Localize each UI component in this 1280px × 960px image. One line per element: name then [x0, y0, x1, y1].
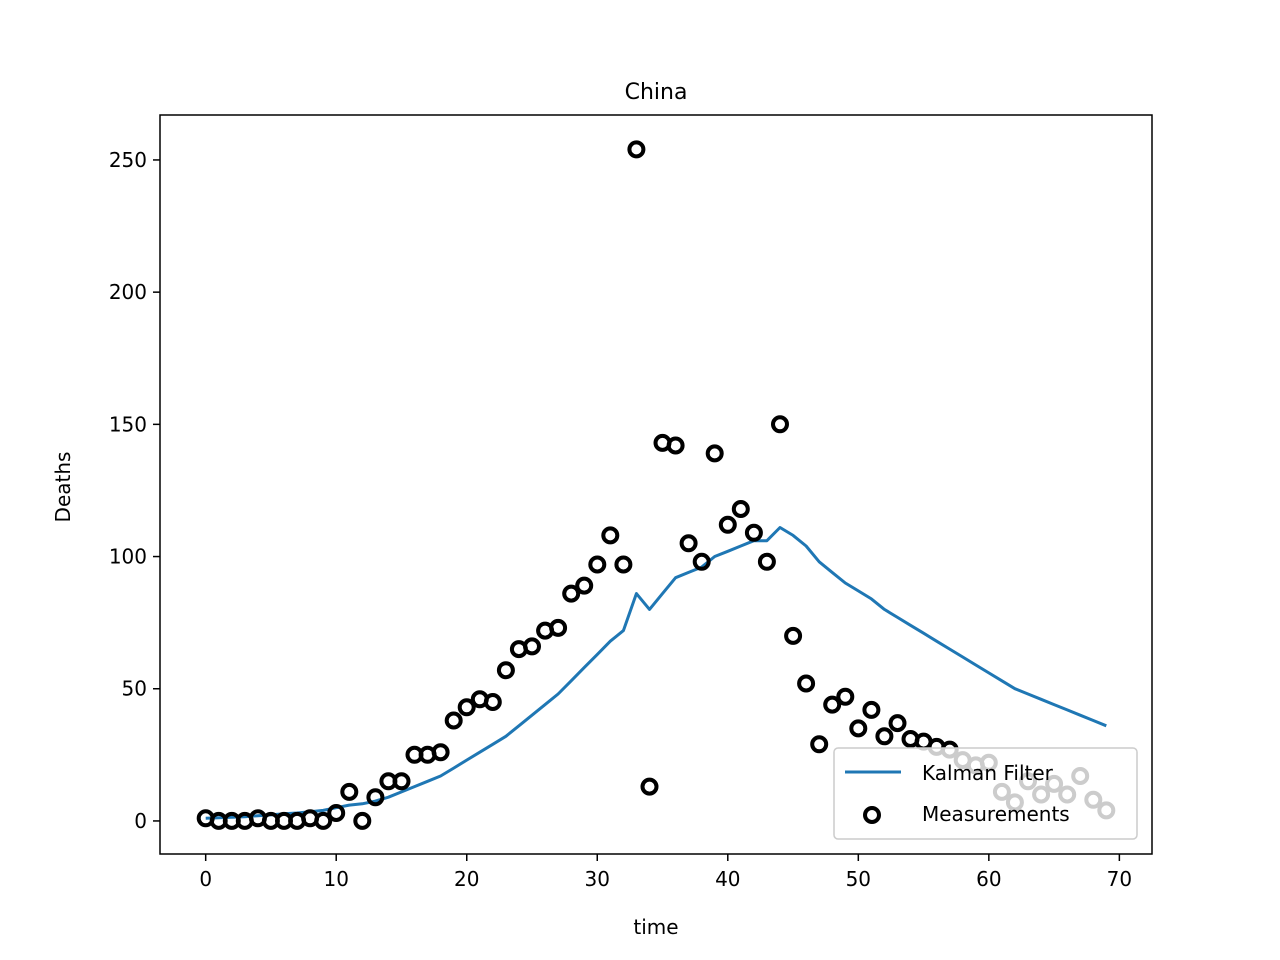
plot-frame: [159, 114, 1153, 855]
x-axis-label: time: [633, 915, 678, 939]
measurement-point: [392, 772, 411, 791]
y-tick-label: 250: [109, 148, 147, 172]
legend-label-measurements: Measurements: [922, 802, 1070, 826]
y-tick-label: 150: [109, 412, 147, 436]
measurement-point: [601, 526, 620, 545]
measurement-point: [849, 719, 868, 738]
y-axis-label: Deaths: [51, 452, 75, 523]
y-tick-label: 0: [134, 809, 147, 833]
measurement-point: [549, 618, 568, 637]
legend: Kalman Filter Measurements: [833, 747, 1138, 840]
measurement-point: [823, 695, 842, 714]
x-tick-label: 30: [585, 867, 610, 891]
measurement-point: [314, 811, 333, 830]
measurement-point: [614, 555, 633, 574]
x-tick-label: 60: [976, 867, 1001, 891]
measurement-point: [431, 743, 450, 762]
x-tick-label: 50: [846, 867, 871, 891]
measurement-point: [718, 515, 737, 534]
measurement-point: [340, 782, 359, 801]
legend-label-kalman: Kalman Filter: [922, 761, 1054, 785]
measurement-point: [327, 804, 346, 822]
legend-box: [833, 747, 1138, 840]
measurement-point: [731, 500, 750, 518]
measurement-point: [640, 777, 659, 796]
measurement-point: [784, 626, 803, 645]
measurement-point: [444, 711, 463, 730]
measurement-point: [810, 735, 829, 754]
measurement-point: [496, 661, 515, 680]
measurement-point: [744, 523, 763, 542]
legend-scatter-marker: [863, 806, 881, 824]
measurement-point: [692, 552, 711, 571]
y-tick-label: 200: [109, 280, 147, 304]
x-axis: 0 10 20 30 40 50 60 70: [199, 854, 1132, 891]
measurement-point: [836, 687, 855, 706]
measurement-point: [366, 788, 385, 807]
measurement-point: [875, 727, 894, 746]
x-tick-label: 40: [715, 867, 740, 891]
measurement-point: [562, 584, 581, 603]
measurement-point: [353, 811, 372, 830]
measurement-point: [666, 436, 685, 455]
measurement-point: [483, 693, 502, 711]
x-tick-label: 10: [323, 867, 348, 891]
measurement-point: [771, 415, 789, 434]
measurement-point: [523, 637, 541, 656]
measurement-point: [679, 534, 698, 553]
measurement-point: [862, 700, 881, 719]
y-axis: 0 50 100 150 200 250: [109, 148, 160, 833]
measurement-point: [575, 576, 594, 595]
measurement-point: [888, 714, 907, 733]
kalman-filter-line: [205, 526, 1107, 820]
y-tick-label: 50: [122, 677, 147, 701]
measurement-point: [757, 552, 776, 571]
x-tick-label: 70: [1107, 867, 1132, 891]
measurement-point: [588, 555, 607, 574]
chart-title: China: [625, 80, 688, 105]
x-tick-label: 0: [199, 867, 212, 891]
measurement-point: [457, 698, 476, 717]
measurement-point: [705, 444, 724, 463]
x-tick-label: 20: [454, 867, 479, 891]
measurement-point: [797, 674, 816, 693]
y-tick-label: 100: [109, 545, 147, 569]
measurement-point: [627, 140, 646, 159]
